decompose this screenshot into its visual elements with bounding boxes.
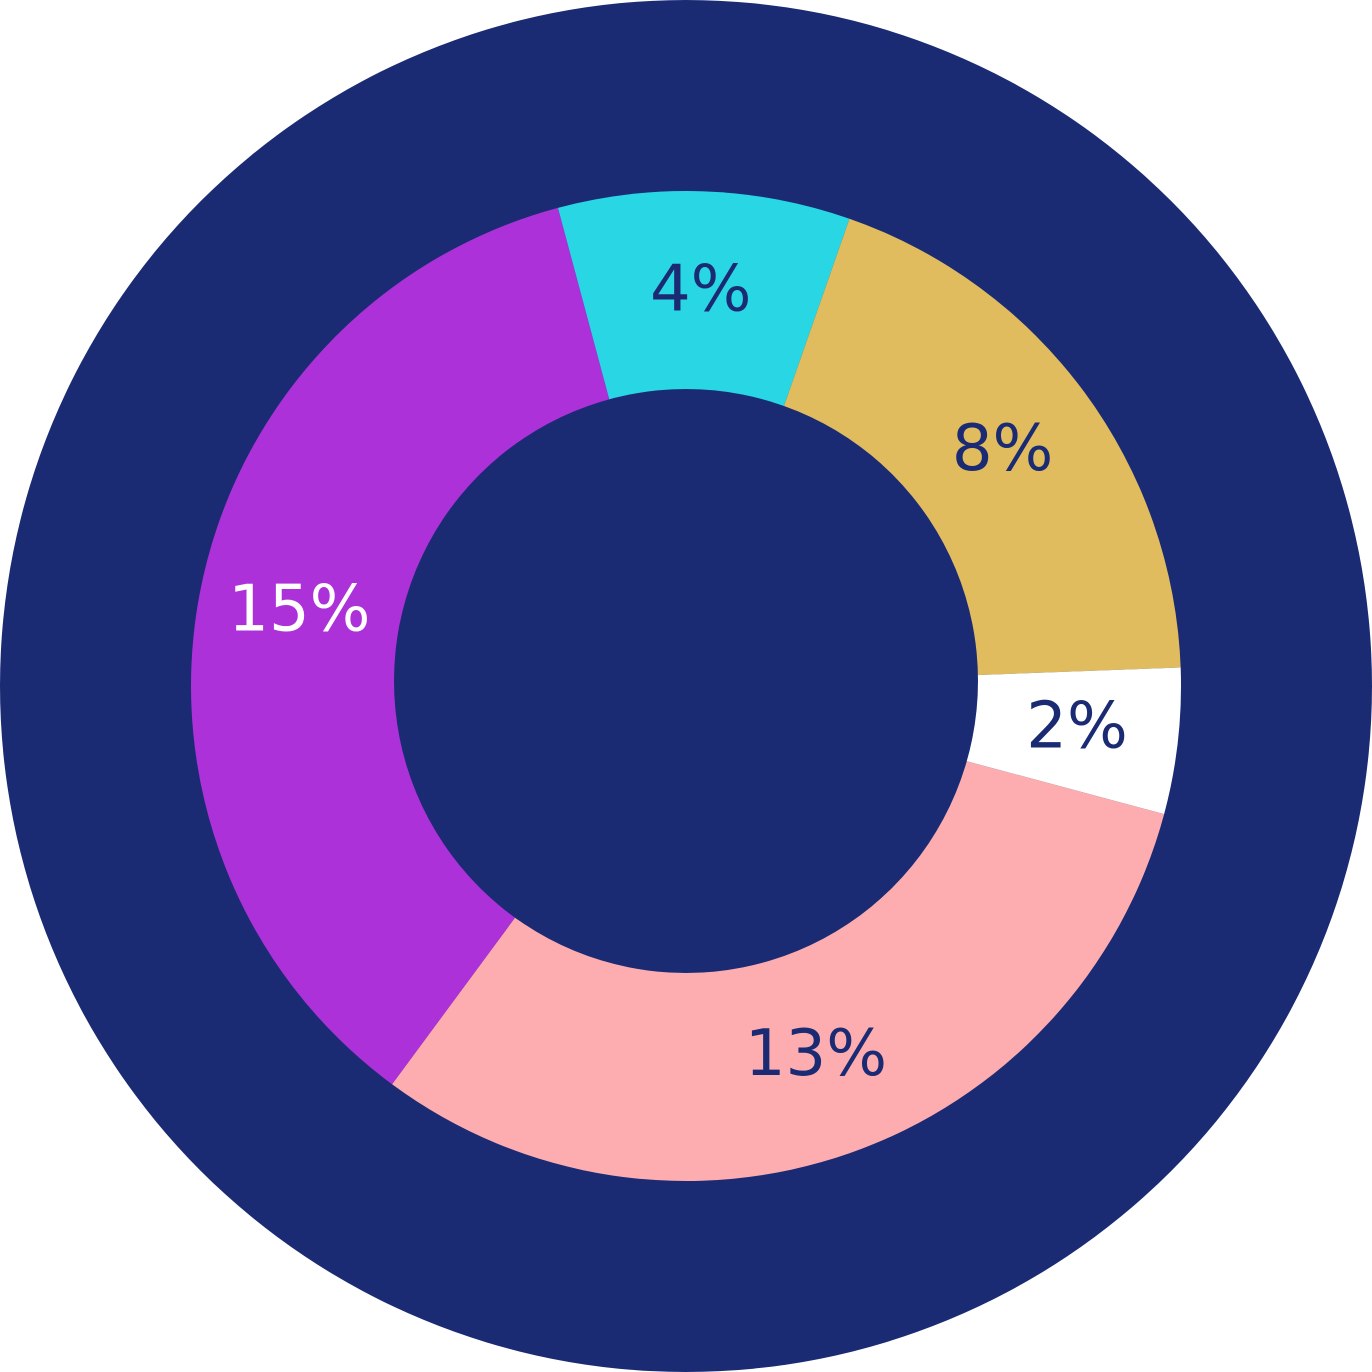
slice-label: 15% bbox=[228, 572, 370, 646]
slice-label: 4% bbox=[650, 252, 752, 326]
slice-label: 8% bbox=[952, 412, 1054, 486]
donut-hole bbox=[394, 389, 978, 973]
slice-label: 2% bbox=[1026, 690, 1128, 764]
slice-label: 13% bbox=[745, 1017, 887, 1091]
